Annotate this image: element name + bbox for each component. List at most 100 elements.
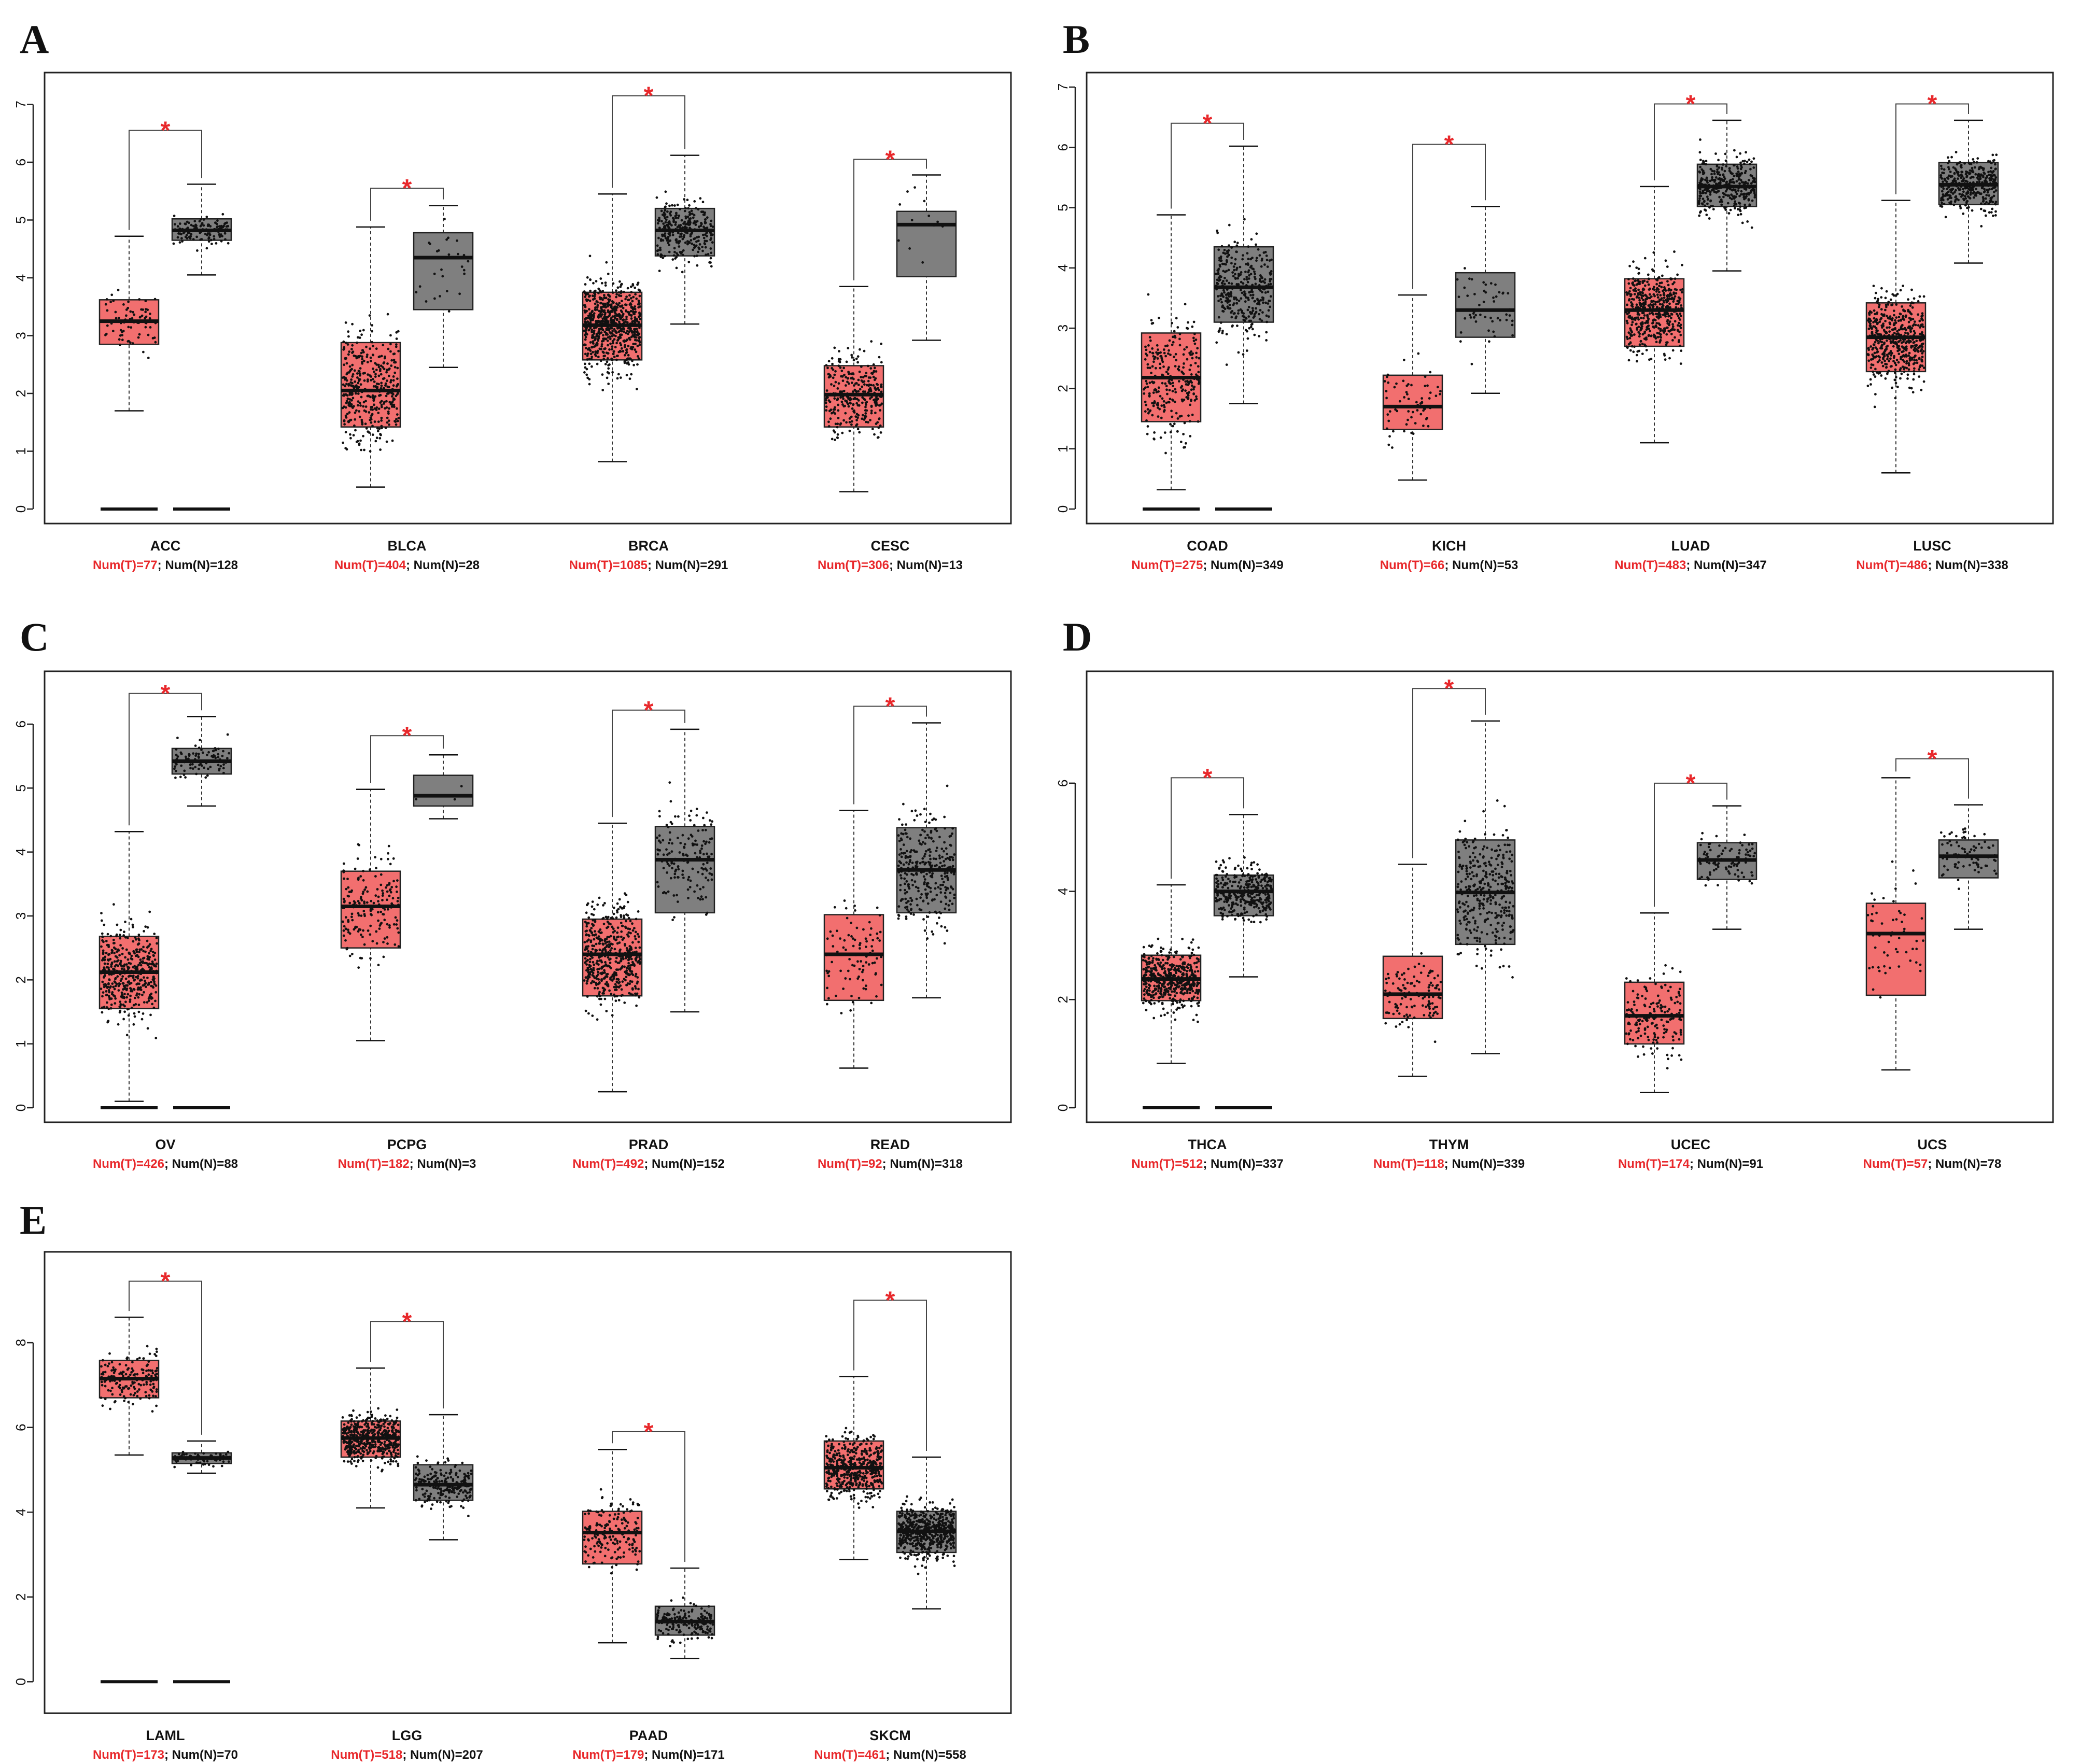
data-point: [1629, 294, 1632, 298]
data-point: [859, 388, 862, 391]
data-point: [632, 343, 635, 345]
data-point: [380, 403, 383, 406]
data-point: [1715, 191, 1718, 194]
data-point: [1980, 186, 1984, 189]
data-point: [848, 421, 851, 424]
data-point: [1702, 191, 1705, 194]
data-point: [1889, 315, 1892, 318]
data-point: [1415, 401, 1418, 404]
data-point: [1965, 176, 1968, 178]
data-point: [371, 433, 374, 436]
data-point: [140, 308, 143, 311]
data-point: [115, 317, 118, 320]
data-point: [859, 348, 861, 351]
data-point: [850, 398, 852, 401]
data-point: [1965, 192, 1968, 194]
data-point: [1964, 173, 1967, 176]
data-point: [1918, 368, 1921, 371]
data-point: [1739, 213, 1742, 216]
data-point: [710, 265, 713, 268]
data-point: [1738, 202, 1741, 205]
data-point: [368, 314, 371, 317]
data-point: [702, 225, 705, 228]
data-point: [1402, 359, 1405, 361]
data-point: [1258, 278, 1261, 281]
data-point: [698, 243, 701, 246]
data-point: [873, 370, 876, 373]
data-point: [1457, 295, 1460, 299]
data-point: [1885, 305, 1888, 308]
data-point: [373, 370, 375, 373]
data-point: [1267, 283, 1270, 286]
data-point: [865, 403, 867, 406]
data-point: [1148, 395, 1151, 398]
data-point: [130, 326, 133, 329]
data-point: [607, 273, 610, 275]
data-point: [349, 436, 352, 440]
data-point: [1511, 334, 1514, 337]
data-point: [1917, 300, 1920, 303]
data-point: [216, 219, 219, 222]
data-point: [1247, 277, 1250, 280]
data-point: [1663, 286, 1666, 289]
data-point: [1255, 243, 1257, 246]
data-point: [603, 320, 606, 323]
data-point: [1899, 377, 1902, 380]
data-point: [604, 281, 607, 284]
data-point: [370, 414, 373, 417]
data-point: [1258, 335, 1261, 337]
data-point: [605, 351, 608, 354]
data-point: [676, 203, 679, 206]
data-point: [1266, 259, 1269, 261]
data-point: [132, 966, 135, 969]
data-point: [599, 359, 602, 362]
data-point: [1633, 333, 1636, 336]
data-point: [586, 352, 589, 355]
data-point: [1638, 283, 1641, 286]
data-point: [1896, 386, 1899, 388]
data-point: [141, 993, 144, 996]
data-point: [115, 935, 118, 938]
data-point: [184, 235, 187, 238]
data-point: [1660, 286, 1663, 289]
data-point: [695, 255, 698, 257]
data-point: [358, 370, 361, 373]
data-point: [1185, 442, 1187, 445]
y-tick-label: 0: [13, 505, 29, 513]
y-tick-label: 0: [1055, 505, 1071, 513]
data-point: [873, 366, 876, 370]
data-point: [387, 410, 390, 413]
data-point: [1261, 311, 1264, 314]
data-point: [116, 923, 119, 926]
data-point: [348, 398, 351, 401]
data-point: [390, 405, 393, 408]
data-point: [1974, 194, 1977, 196]
data-point: [1488, 340, 1491, 343]
data-point: [1889, 340, 1892, 343]
data-point: [635, 336, 638, 339]
data-point: [617, 304, 620, 306]
data-point: [1153, 431, 1156, 434]
significance-star: *: [161, 117, 171, 145]
data-point: [1151, 414, 1154, 417]
data-point: [1234, 258, 1237, 261]
data-point: [840, 390, 843, 393]
data-point: [1246, 262, 1249, 265]
data-point: [1681, 263, 1683, 266]
data-point: [1218, 263, 1221, 266]
data-point: [117, 317, 120, 319]
data-point: [1735, 192, 1738, 195]
data-point: [1922, 380, 1925, 383]
data-point: [616, 327, 620, 330]
data-point: [837, 358, 840, 361]
data-point: [353, 387, 356, 389]
data-point: [1165, 385, 1168, 388]
data-point: [624, 303, 627, 306]
y-tick-label: 6: [13, 159, 29, 166]
data-point: [1633, 284, 1636, 287]
data-point: [630, 335, 633, 338]
data-point: [880, 361, 883, 364]
data-point: [1219, 275, 1221, 278]
